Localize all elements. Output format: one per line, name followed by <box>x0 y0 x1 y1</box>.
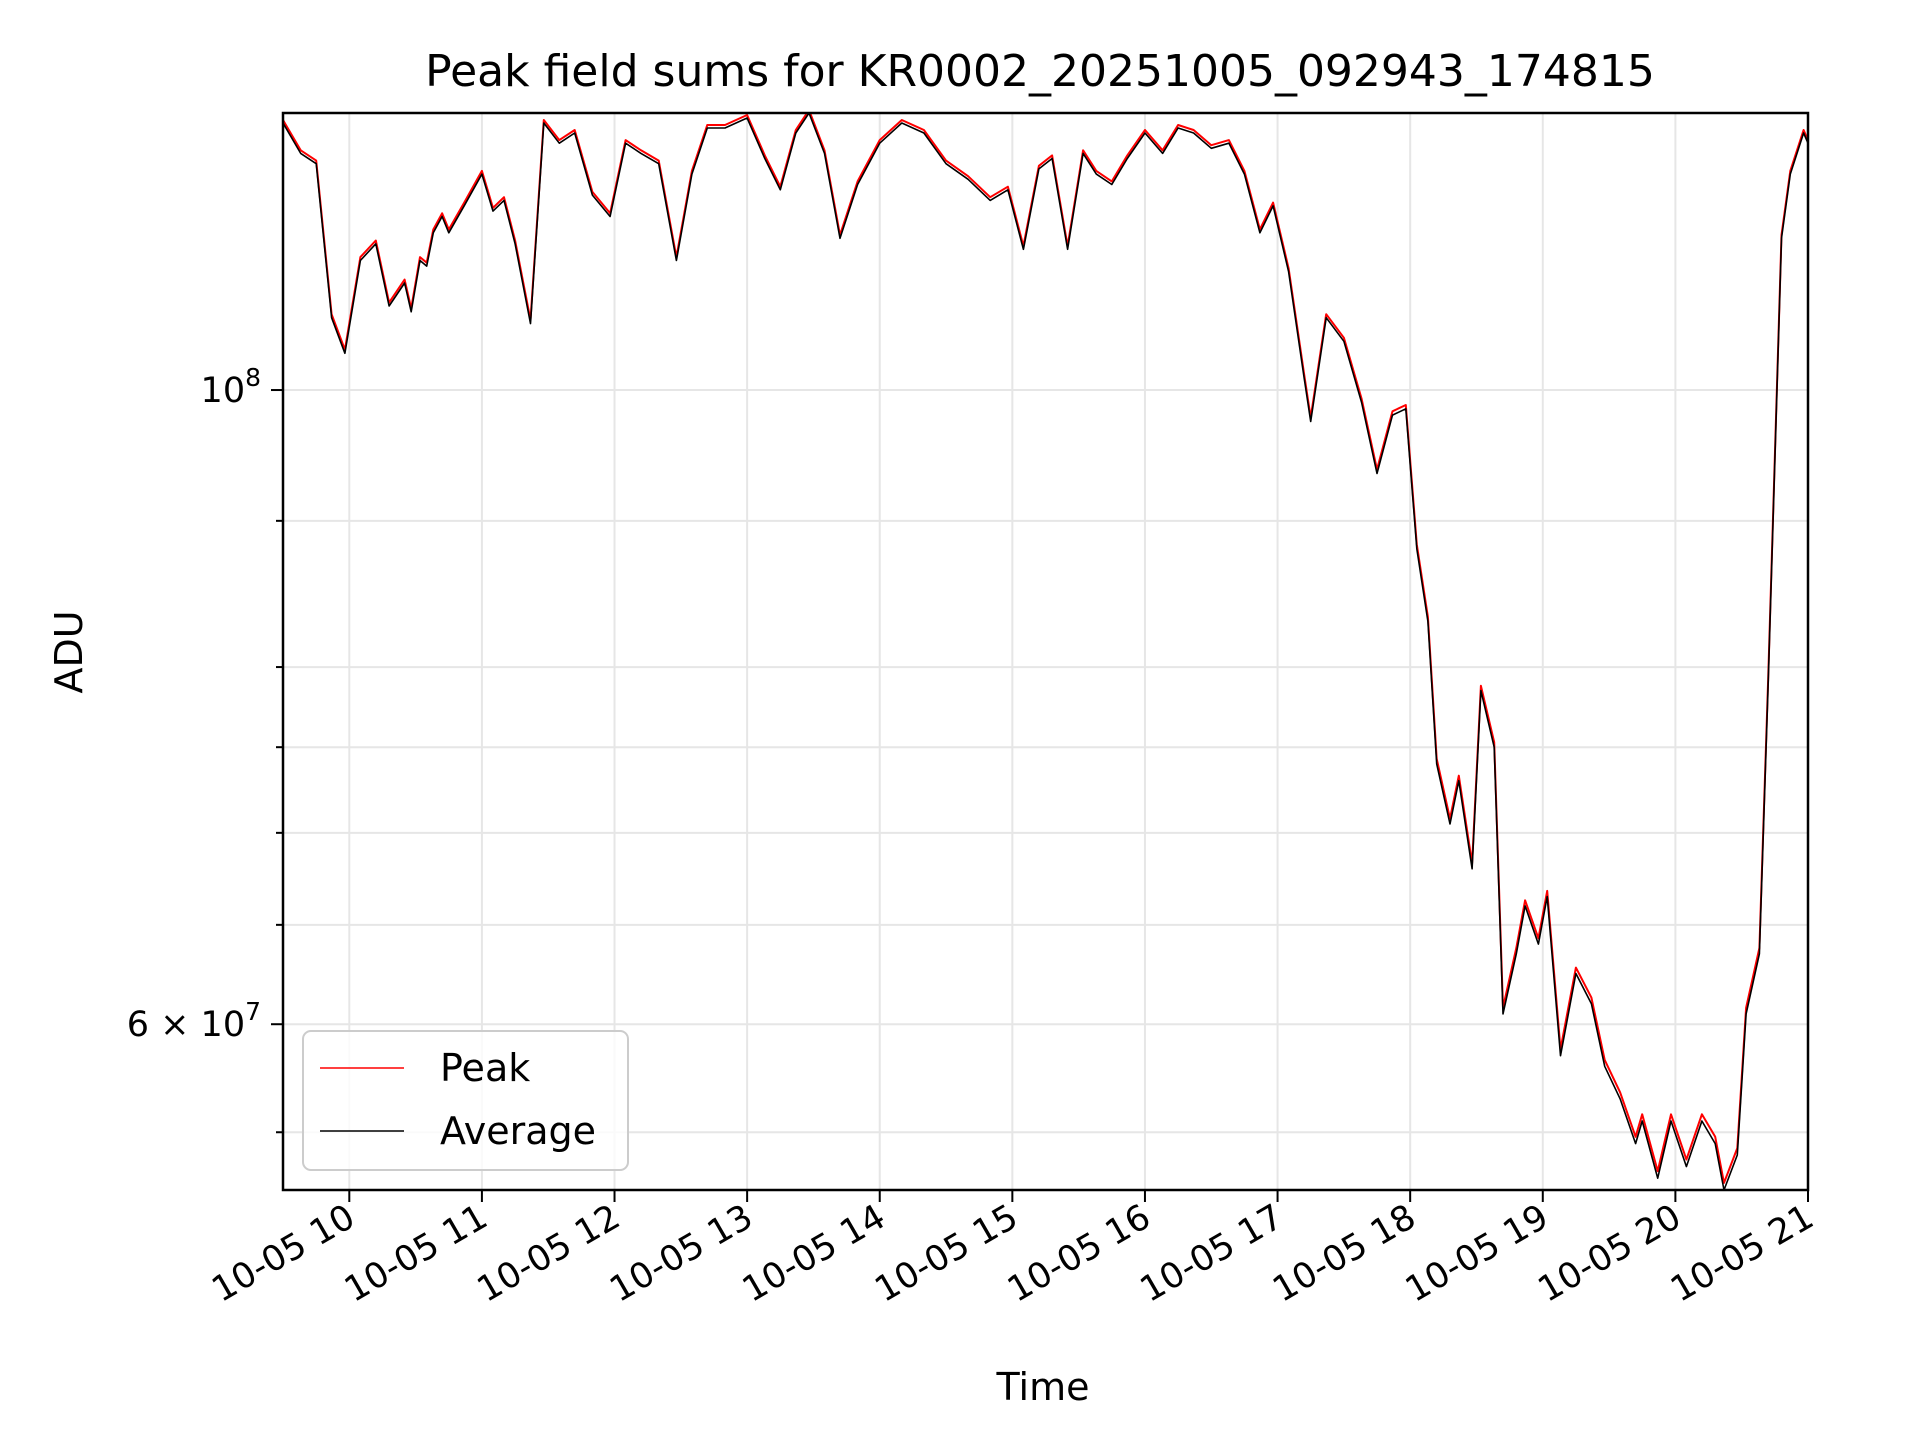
legend-label-average: Average <box>440 1109 596 1153</box>
plot-frame <box>281 111 1810 1192</box>
y-axis-ticks: 108 6 × 107 <box>127 363 283 1134</box>
legend-label-peak: Peak <box>440 1046 530 1090</box>
legend-box <box>302 1030 629 1171</box>
y-axis-label: ADU <box>47 610 91 693</box>
y-tick-label: 6 × 107 <box>127 997 261 1045</box>
series-line-peak <box>283 113 1808 1184</box>
legend: Peak Average <box>302 1030 629 1171</box>
x-axis-label: Time <box>996 1365 1090 1409</box>
chart-title: Peak field sums for KR0002_20251005_0929… <box>425 46 1655 97</box>
series-line-average <box>283 113 1808 1190</box>
grid <box>283 113 1809 1190</box>
plot-area <box>283 113 1808 1190</box>
y-tick-label: 108 <box>201 363 261 411</box>
